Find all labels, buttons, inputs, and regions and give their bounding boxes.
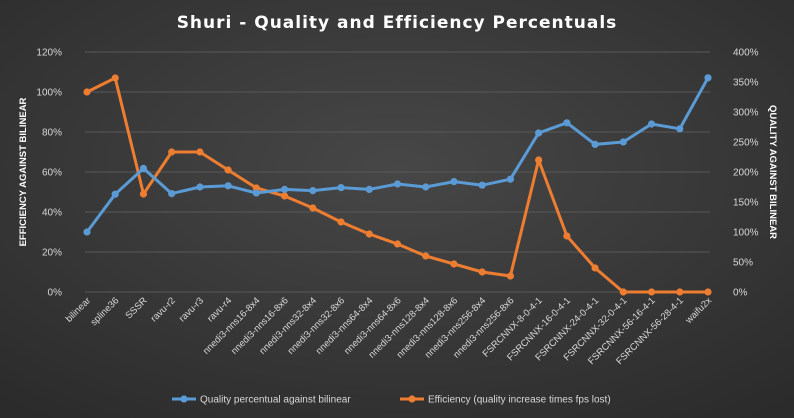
series-0-point — [309, 187, 317, 195]
left-tick-label: 0% — [48, 288, 63, 299]
chart-title: Shuri - Quality and Efficiency Percentua… — [177, 13, 618, 33]
right-tick-label: 300% — [733, 108, 759, 119]
series-0-point — [704, 74, 712, 82]
series-1-point — [365, 230, 373, 238]
left-tick-label: 60% — [42, 168, 62, 179]
left-axis-label: EFFICIENCY AGAINST BILINEAR — [18, 97, 29, 246]
series-0-point — [535, 129, 543, 137]
series-1-point — [422, 252, 430, 260]
series-0-point — [224, 182, 232, 190]
series-1-point — [252, 184, 260, 192]
series-1-point — [83, 88, 91, 96]
series-1-point — [168, 148, 176, 156]
right-tick-label: 200% — [733, 168, 759, 179]
series-1-point — [393, 240, 402, 248]
series-1-point — [111, 74, 119, 82]
series-0-point — [506, 175, 515, 183]
series-0-point — [393, 180, 402, 188]
left-tick-label: 20% — [42, 248, 62, 259]
left-tick-label: 100% — [36, 88, 62, 99]
left-axis: 0% 20% 40% 60% 80% 100% 120% — [36, 48, 62, 299]
series-0-point — [280, 185, 289, 193]
gridlines — [85, 51, 710, 293]
left-tick-label: 120% — [36, 48, 62, 59]
series-0-point — [676, 125, 684, 133]
series-1-point — [647, 288, 656, 296]
series-0-point — [196, 183, 204, 191]
series-0-point — [168, 190, 176, 198]
legend-swatch-marker — [408, 395, 416, 403]
series-0-point — [83, 228, 91, 236]
series-0-point — [337, 184, 345, 192]
series-0-point — [647, 120, 656, 128]
series-0-point — [365, 185, 373, 193]
series-1-point — [280, 192, 289, 200]
right-axis-label: QUALITY AGAINST BILINEAR — [767, 105, 778, 239]
series-0-point — [252, 189, 260, 197]
right-tick-label: 400% — [733, 48, 759, 59]
right-tick-label: 150% — [733, 198, 759, 209]
series-0-point — [422, 183, 430, 191]
left-tick-label: 80% — [42, 128, 62, 139]
series-0-point — [563, 119, 571, 127]
right-tick-label: 100% — [733, 228, 759, 239]
series-1-point — [139, 190, 148, 198]
series-1-point — [535, 156, 543, 164]
series-0-point — [478, 181, 486, 189]
left-tick-label: 40% — [42, 208, 62, 219]
series-1-point — [591, 264, 599, 272]
series-1-point — [619, 288, 627, 296]
legend-swatch-marker — [180, 395, 188, 403]
series-1-point — [563, 232, 571, 240]
series-0-point — [591, 140, 599, 148]
right-tick-label: 0% — [733, 288, 748, 299]
series-0-point — [139, 164, 148, 172]
legend: Quality percentual against bilinear Effic… — [172, 395, 611, 406]
right-axis: 0% 50% 100% 150% 200% 250% 300% 350% 400% — [733, 48, 759, 299]
series-1-point — [337, 218, 345, 226]
series-1-point — [309, 204, 317, 212]
right-tick-label: 50% — [733, 258, 753, 269]
legend-entry-label: Quality percentual against bilinear — [200, 395, 351, 406]
series-0-point — [111, 190, 119, 198]
right-tick-label: 250% — [733, 138, 759, 149]
series-1-point — [450, 260, 458, 268]
legend-entry-label: Efficiency (quality increase times fps l… — [428, 395, 611, 406]
series-1-point — [478, 268, 486, 276]
series-1-point — [704, 288, 712, 296]
series-1-point — [224, 166, 232, 174]
series-layer — [83, 74, 712, 296]
right-tick-label: 350% — [733, 78, 759, 89]
series-1-point — [676, 288, 684, 296]
series-1-point — [506, 272, 515, 280]
series-1-point — [196, 148, 204, 156]
series-0-point — [450, 178, 458, 186]
series-0-point — [619, 138, 627, 146]
